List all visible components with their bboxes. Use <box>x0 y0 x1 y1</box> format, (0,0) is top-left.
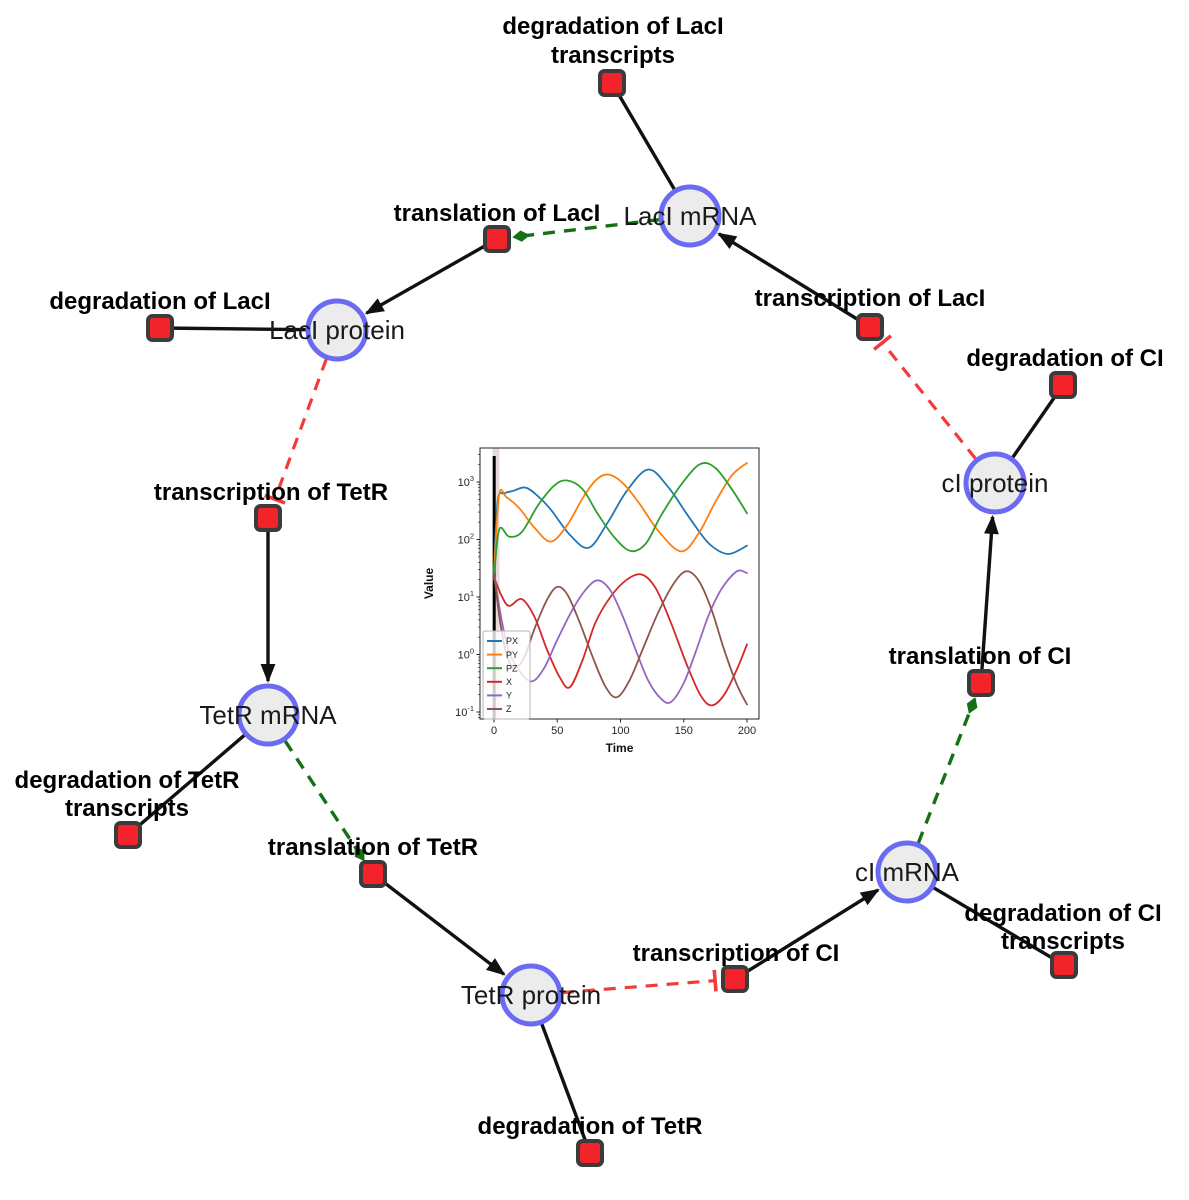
reaction-node-translation-tetr[interactable] <box>359 860 387 888</box>
x-tick-label: 50 <box>551 725 563 737</box>
edge-transcription-ci-mrna <box>734 888 880 981</box>
reaction-node-translation-ci[interactable] <box>967 669 995 697</box>
y-tick-label: 100 <box>458 647 474 662</box>
reaction-label: degradation of LacI <box>502 13 723 40</box>
species-label: cI mRNA <box>855 857 960 887</box>
series-Z <box>493 570 748 706</box>
reaction-node-degradation-ci[interactable] <box>1049 371 1077 399</box>
legend-box <box>482 630 531 720</box>
species-node-tetr-protein[interactable] <box>499 963 563 1027</box>
x-axis-title: Time <box>606 741 634 755</box>
edge-modifier-lacimrna-translation <box>512 218 660 242</box>
legend-label-Y: Y <box>506 691 512 701</box>
reaction-node-degradation-ci-transcripts[interactable] <box>1050 951 1078 979</box>
series-PZ <box>493 462 748 581</box>
simulation-plot-svg: 0 50 100 150 20010-1100101102103TimeValuePXP… <box>422 447 760 755</box>
reaction-label: transcripts <box>1001 928 1125 955</box>
label-layer: degradation of LacI transcripts translat… <box>15 13 1164 1140</box>
reaction-label: translation of TetR <box>268 834 478 861</box>
reaction-node-degradation-laci-transcripts[interactable] <box>598 69 626 97</box>
reaction-node-degradation-tetr-transcripts[interactable] <box>114 821 142 849</box>
species-label: cI protein <box>942 468 1049 498</box>
reaction-label: degradation of TetR <box>478 1113 703 1140</box>
y-axis-title: Value <box>422 568 436 600</box>
edge-inhibition-ciprotein-transcription-laci <box>872 334 977 460</box>
species-node-layer <box>236 184 1027 1027</box>
x-tick-label: 200 <box>738 725 756 737</box>
reaction-label: translation of LacI <box>394 200 601 227</box>
edge-inhibition-laciprotein-transcription-tetr <box>264 358 328 505</box>
edge-translation-laci-protein <box>364 237 498 315</box>
reaction-label: transcription of LacI <box>755 285 986 312</box>
y-tick-label: 10-1 <box>455 704 474 719</box>
y-tick-label: 101 <box>458 589 474 604</box>
reaction-node-translation-laci[interactable] <box>483 225 511 253</box>
reaction-label: degradation of LacI <box>49 288 270 315</box>
reaction-label: degradation of CI <box>966 345 1163 372</box>
edge-translation-ci-protein <box>979 514 999 684</box>
reaction-label: transcripts <box>551 42 675 69</box>
species-label: LacI protein <box>269 315 405 345</box>
edge-modifier-cimrna-translation <box>916 697 978 844</box>
reaction-node-layer <box>114 69 1078 1167</box>
axes-layer: 0 50 100 150 200 10-1 100 101 102 103 Time Value <box>422 447 760 755</box>
species-node-tetr-mrna[interactable] <box>236 683 300 747</box>
reaction-node-degradation-tetr[interactable] <box>576 1139 604 1167</box>
legend-label-PX: PX <box>506 636 518 646</box>
legend-label-PY: PY <box>506 650 518 660</box>
reaction-label: transcripts <box>65 795 189 822</box>
edge-translation-tetr-protein <box>371 872 506 976</box>
edge-transcription-laci-mrna <box>717 232 871 329</box>
y-tick-label: 103 <box>458 474 474 489</box>
reaction-node-transcription-ci[interactable] <box>721 965 749 993</box>
edge-inhibition-tetrprotein-transcription-ci <box>561 969 718 995</box>
legend-label-X: X <box>506 677 512 687</box>
species-label: TetR mRNA <box>199 700 337 730</box>
x-tick-label: 100 <box>611 725 629 737</box>
series-layer <box>493 462 748 707</box>
x-tick-label: 0 <box>491 725 497 737</box>
reaction-node-transcription-laci[interactable] <box>856 313 884 341</box>
reaction-label: transcription of CI <box>633 940 840 967</box>
simulation-plot: 0 50 100 150 200 10-1 100 101 102 103 Time Value PX P… <box>420 425 775 770</box>
legend-label-Z: Z <box>506 704 512 714</box>
reaction-label: degradation of TetR <box>15 767 240 794</box>
reaction-label: degradation of CI <box>964 900 1161 927</box>
species-node-ci-protein[interactable] <box>963 451 1027 515</box>
edge-modifier-tetrmrna-translation <box>283 739 366 862</box>
legend-label-PZ: PZ <box>506 663 518 673</box>
series-PY <box>493 462 748 575</box>
reaction-node-transcription-tetr[interactable] <box>254 504 282 532</box>
x-tick-label: 150 <box>675 725 693 737</box>
species-label: TetR protein <box>461 980 601 1010</box>
plot-frame <box>479 447 760 720</box>
legend: PX PY PZ XYZ <box>482 630 531 720</box>
species-node-ci-mrna[interactable] <box>875 840 939 904</box>
species-label: LacI mRNA <box>624 201 758 231</box>
reaction-node-degradation-laci[interactable] <box>146 314 174 342</box>
reaction-label: translation of CI <box>889 643 1072 670</box>
reaction-label: transcription of TetR <box>154 479 388 506</box>
series-PX <box>493 468 748 571</box>
species-node-laci-mrna[interactable] <box>658 184 722 248</box>
y-tick-label: 102 <box>458 532 474 547</box>
species-node-laci-protein[interactable] <box>305 298 369 362</box>
series-X <box>493 573 748 707</box>
